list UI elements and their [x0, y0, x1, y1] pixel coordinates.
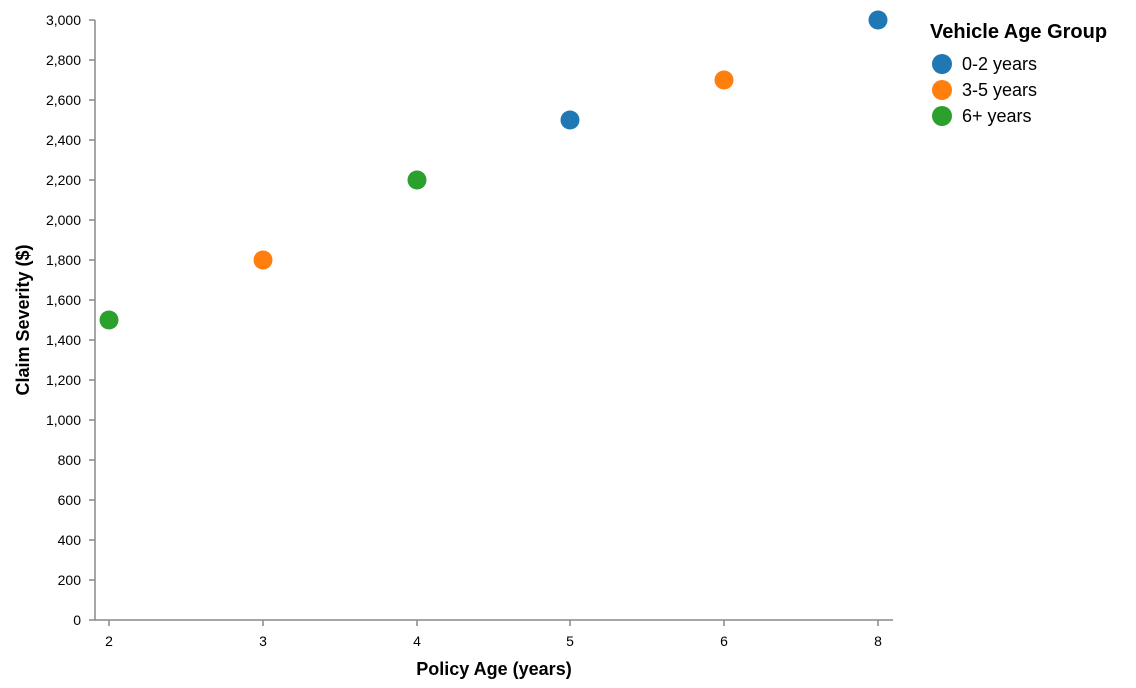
y-axis: 0 200 400 600 800 1,000 1,200 1,400 1,600 1,800 2,… — [46, 12, 96, 628]
legend-swatch — [932, 54, 952, 74]
y-tick-label: 800 — [58, 452, 82, 468]
data-points — [99, 10, 888, 330]
y-tick-label: 2,800 — [46, 52, 81, 68]
x-tick-label: 4 — [413, 633, 421, 649]
x-axis: 2 3 4 5 6 8 — [95, 619, 893, 649]
y-tick-label: 3,000 — [46, 12, 81, 28]
x-tick-label: 3 — [259, 633, 267, 649]
legend-swatch — [932, 106, 952, 126]
y-tick-label: 1,600 — [46, 292, 81, 308]
x-tick-label: 8 — [874, 633, 882, 649]
y-tick-label: 2,000 — [46, 212, 81, 228]
legend-label: 0-2 years — [962, 54, 1037, 74]
data-point — [99, 310, 119, 330]
data-point — [253, 250, 273, 270]
y-tick-label: 1,200 — [46, 372, 81, 388]
data-point — [560, 110, 580, 130]
y-tick-label: 1,000 — [46, 412, 81, 428]
legend-title: Vehicle Age Group — [930, 21, 1107, 43]
x-tick-label: 5 — [566, 633, 574, 649]
y-tick-label: 2,200 — [46, 172, 81, 188]
y-tick-label: 200 — [58, 572, 82, 588]
y-axis-title: Claim Severity ($) — [13, 244, 33, 395]
legend-swatch — [932, 80, 952, 100]
y-tick-label: 600 — [58, 492, 82, 508]
data-point — [714, 70, 734, 90]
y-tick-label: 2,400 — [46, 132, 81, 148]
y-tick-label: 400 — [58, 532, 82, 548]
data-point — [407, 170, 427, 190]
x-tick-label: 2 — [105, 633, 113, 649]
y-tick-label: 1,400 — [46, 332, 81, 348]
y-tick-label: 1,800 — [46, 252, 81, 268]
legend: Vehicle Age Group 0-2 years 3-5 years 6+ y… — [930, 21, 1107, 126]
y-tick-label: 0 — [73, 612, 81, 628]
x-tick-label: 6 — [720, 633, 728, 649]
data-point — [868, 10, 888, 30]
y-tick-label: 2,600 — [46, 92, 81, 108]
legend-label: 3-5 years — [962, 80, 1037, 100]
x-axis-title: Policy Age (years) — [416, 659, 571, 679]
legend-label: 6+ years — [962, 106, 1032, 126]
